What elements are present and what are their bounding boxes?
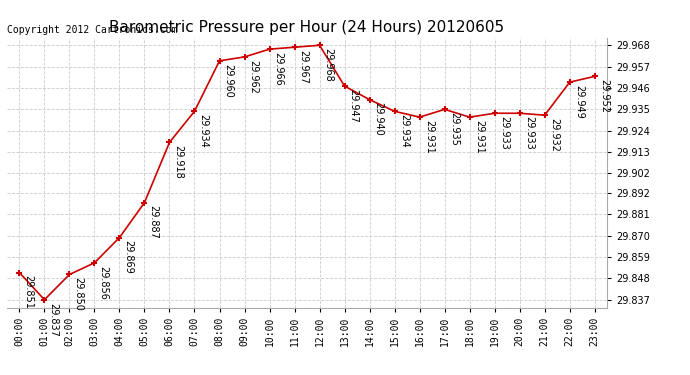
Text: 29.851: 29.851 xyxy=(23,275,34,309)
Text: 29.940: 29.940 xyxy=(374,102,384,136)
Text: 29.856: 29.856 xyxy=(99,266,108,300)
Text: 29.962: 29.962 xyxy=(248,60,259,94)
Text: 29.966: 29.966 xyxy=(274,52,284,86)
Text: 29.931: 29.931 xyxy=(474,120,484,154)
Text: 29.934: 29.934 xyxy=(399,114,408,148)
Text: 29.934: 29.934 xyxy=(199,114,208,148)
Text: 29.960: 29.960 xyxy=(224,64,234,98)
Text: 29.935: 29.935 xyxy=(448,112,459,146)
Text: 29.932: 29.932 xyxy=(549,118,559,152)
Text: 29.869: 29.869 xyxy=(124,240,134,274)
Text: 29.850: 29.850 xyxy=(74,277,83,311)
Text: 29.949: 29.949 xyxy=(574,85,584,119)
Text: 29.931: 29.931 xyxy=(424,120,434,154)
Text: 29.947: 29.947 xyxy=(348,89,359,123)
Text: 29.887: 29.887 xyxy=(148,206,159,239)
Text: 29.837: 29.837 xyxy=(48,303,59,336)
Text: 29.968: 29.968 xyxy=(324,48,334,82)
Title: Barometric Pressure per Hour (24 Hours) 20120605: Barometric Pressure per Hour (24 Hours) … xyxy=(110,20,504,35)
Text: 29.933: 29.933 xyxy=(499,116,509,150)
Text: 29.918: 29.918 xyxy=(174,145,184,179)
Text: Copyright 2012 Cartronics.com: Copyright 2012 Cartronics.com xyxy=(7,25,177,35)
Text: 29.933: 29.933 xyxy=(524,116,534,150)
Text: 29.952: 29.952 xyxy=(599,79,609,113)
Text: 29.967: 29.967 xyxy=(299,50,308,84)
